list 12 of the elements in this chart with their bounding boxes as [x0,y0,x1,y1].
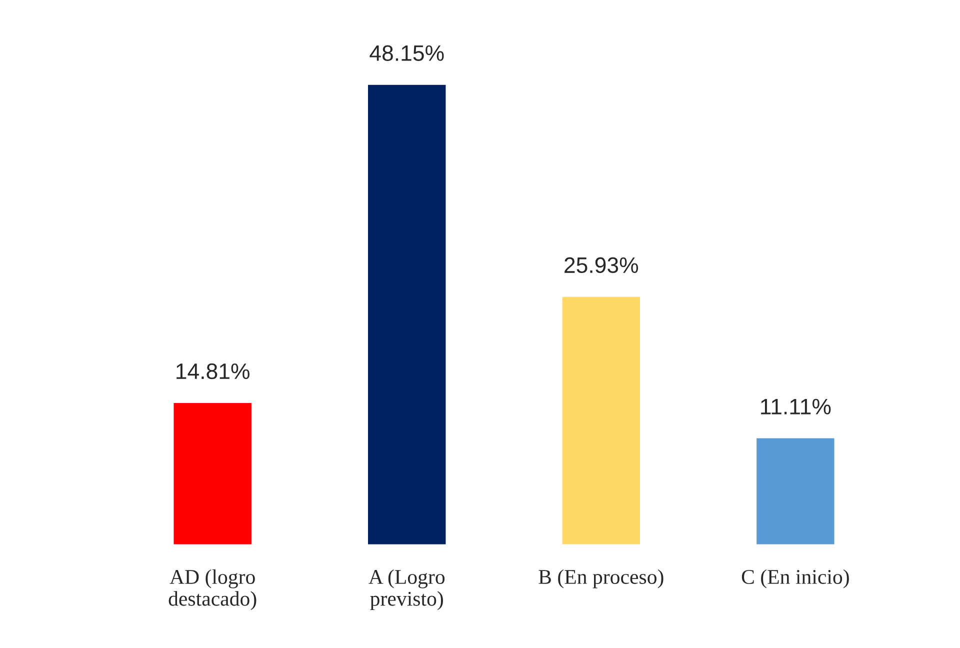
data-label: 25.93% [564,257,638,274]
bar [562,296,640,544]
x-tick-label: AD (logro destacado) [168,569,256,610]
bar [756,438,834,544]
x-tick-label: A (Logro previsto) [368,569,445,610]
x-tick-label: C (En inicio) [742,569,849,588]
bar [368,84,446,544]
data-label: 11.11% [761,398,831,414]
x-tick-label: B (En proceso) [538,569,664,588]
bar [174,402,252,544]
data-label: 14.81% [176,363,250,380]
data-label: 48.15% [370,45,444,61]
